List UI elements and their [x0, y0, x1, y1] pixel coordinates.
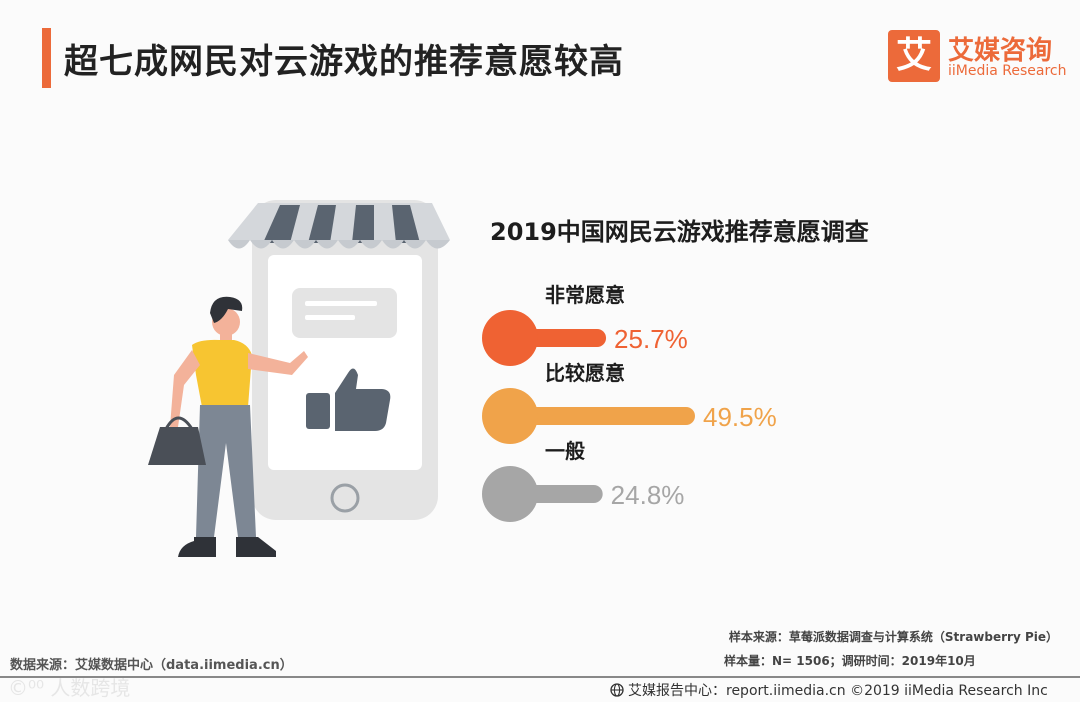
logo-chinese-name: 艾媒咨询	[948, 36, 1053, 66]
watermark: ©⁰⁰ 人数跨境	[8, 676, 131, 700]
page-title: 超七成网民对云游戏的推荐意愿较高	[64, 42, 624, 82]
brand-logo: 艾 艾媒咨询 iiMedia Research	[888, 30, 1067, 84]
thumbs-up-icon	[306, 368, 391, 431]
data-source-note: 数据来源：艾媒数据中心（data.iimedia.cn）	[10, 658, 293, 673]
bar-head	[482, 466, 538, 522]
value-label: 24.8%	[611, 480, 685, 510]
bar-head	[482, 310, 538, 366]
title-accent-bar	[42, 28, 51, 88]
value-label: 25.7%	[614, 324, 688, 354]
chart-title: 2019中国网民云游戏推荐意愿调查	[490, 218, 869, 246]
bar-head	[482, 388, 538, 444]
value-label: 49.5%	[703, 402, 777, 432]
recommendation-chart: 非常愿意 25.7% 比较愿意 49.5% 一般 24.8%	[482, 283, 777, 522]
globe-icon	[610, 683, 624, 697]
category-label: 非常愿意	[545, 283, 625, 307]
storefront-illustration	[148, 200, 450, 557]
footer-divider	[0, 676, 1080, 678]
category-label: 一般	[545, 439, 585, 463]
logo-english-name: iiMedia Research	[948, 63, 1067, 79]
category-label: 比较愿意	[545, 361, 625, 385]
report-center-text: 艾媒报告中心：report.iimedia.cn ©2019 iiMedia R…	[628, 683, 1048, 699]
report-center-line: 艾媒报告中心：report.iimedia.cn ©2019 iiMedia R…	[610, 680, 1048, 700]
logo-mark-icon: 艾	[888, 30, 940, 82]
bar	[510, 407, 695, 425]
sample-source-note: 样本来源：草莓派数据调查与计算系统（Strawberry Pie）	[728, 630, 1058, 644]
sample-size-note: 样本量：N= 1506；调研时间：2019年10月	[724, 654, 976, 668]
